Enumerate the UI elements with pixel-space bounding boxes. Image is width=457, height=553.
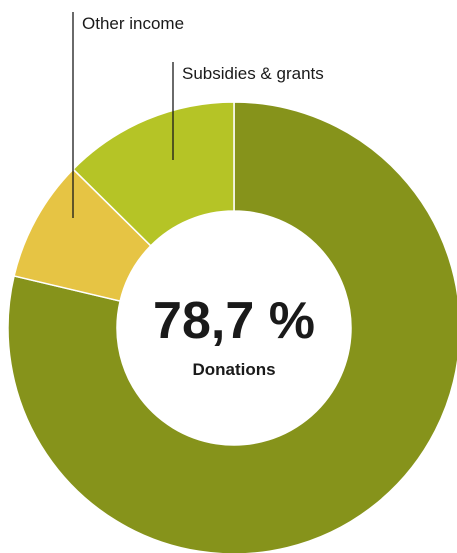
label-subsidies-grants: Subsidies & grants	[182, 64, 324, 83]
donut-slices	[7, 101, 457, 553]
slice-subsidies-grants	[72, 101, 235, 247]
label-other-income: Other income	[82, 14, 184, 33]
center-percentage: 78,7 %	[153, 292, 315, 350]
center-label-donations: Donations	[192, 360, 275, 379]
slice-donations	[7, 101, 457, 553]
